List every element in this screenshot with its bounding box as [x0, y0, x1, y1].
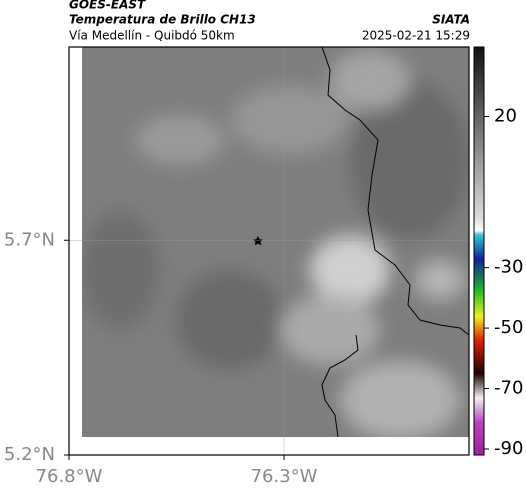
map-frame: [68, 46, 470, 456]
colorbar-tick-label: -90: [494, 438, 523, 459]
subtitle: Vía Medellín - Quibdó 50km: [69, 29, 235, 43]
org: SIATA: [432, 13, 470, 27]
y-tick-label: 5.2°N: [4, 444, 55, 465]
colorbar-tick-label: -70: [494, 378, 523, 399]
colorbar-tick-label: -30: [494, 257, 523, 278]
title: Temperatura de Brillo CH13: [69, 13, 256, 27]
y-tick-label: 5.7°N: [4, 229, 55, 250]
colorbar-tick-label: 20: [494, 106, 517, 127]
x-tick-label: 76.3°W: [251, 466, 318, 487]
colorbar: [473, 46, 485, 456]
source: GOES-EAST: [69, 0, 146, 12]
satellite-image: [82, 47, 469, 437]
x-tick-label: 76.8°W: [36, 466, 103, 487]
colorbar-tick-label: -50: [494, 317, 523, 338]
timestamp: 2025-02-21 15:29: [362, 29, 470, 43]
